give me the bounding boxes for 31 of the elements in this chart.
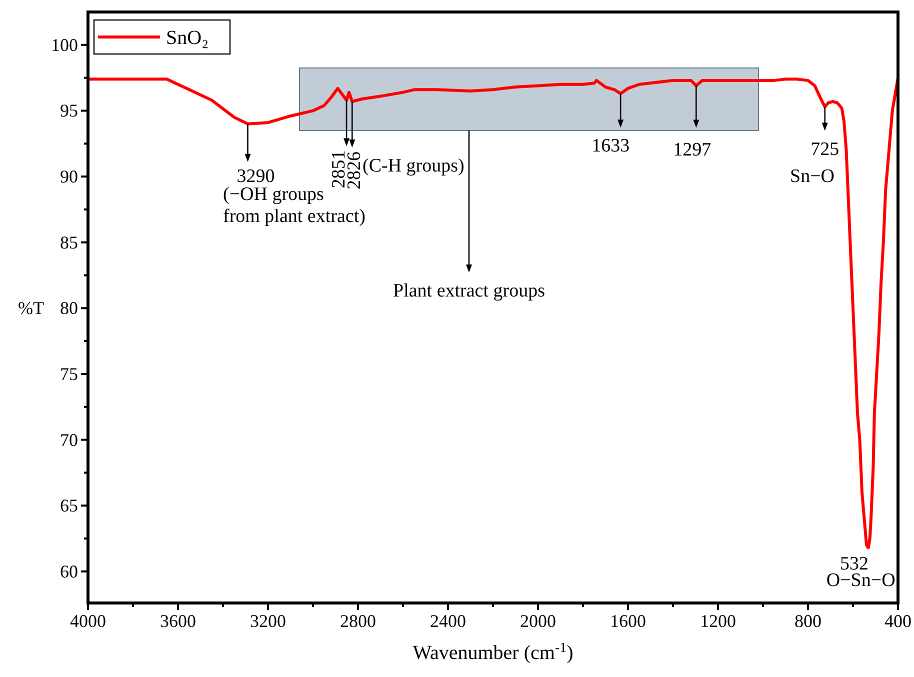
y-tick-label: 75 [60, 364, 78, 384]
y-tick-label: 60 [60, 561, 78, 582]
annotation: 725 [810, 138, 840, 160]
x-tick-label: 3200 [250, 611, 286, 631]
annotation: (C-H groups) [362, 155, 464, 176]
x-tick-label: 4000 [70, 611, 106, 631]
x-tick-label: 400 [884, 611, 912, 631]
y-tick-label: 70 [60, 430, 78, 450]
x-tick-label: 2000 [520, 611, 556, 631]
annotation: 1633 [592, 136, 630, 157]
x-tick-label: 1600 [610, 611, 646, 631]
line-series [86, 76, 900, 550]
band-label: Plant extract groups [393, 280, 545, 302]
annotation: 3290 [236, 166, 275, 187]
x-tick-label: 1200 [700, 611, 736, 631]
annotation: O−Sn−O [826, 570, 896, 591]
x-tick-label: 2400 [430, 611, 466, 631]
y-tick-label: 100 [51, 34, 78, 55]
y-tick-label: 65 [60, 496, 78, 516]
x-tick-label: 3600 [160, 611, 196, 631]
y-tick-label: 85 [60, 232, 78, 252]
y-tick-label: 95 [60, 100, 78, 121]
y-tick-label: 80 [60, 298, 78, 318]
y-tick-label: 90 [60, 166, 78, 187]
legend-label: SnO₂ [166, 27, 209, 49]
x-tick-label: 800 [794, 611, 822, 631]
x-tick-label: 2800 [340, 611, 376, 631]
x-axis-title: Wavenumber (cm$^{-1}$) [412, 640, 574, 664]
annotation: 1297 [673, 140, 712, 161]
annotation: Sn−O [790, 166, 835, 187]
y-axis-title: %T [18, 298, 44, 318]
